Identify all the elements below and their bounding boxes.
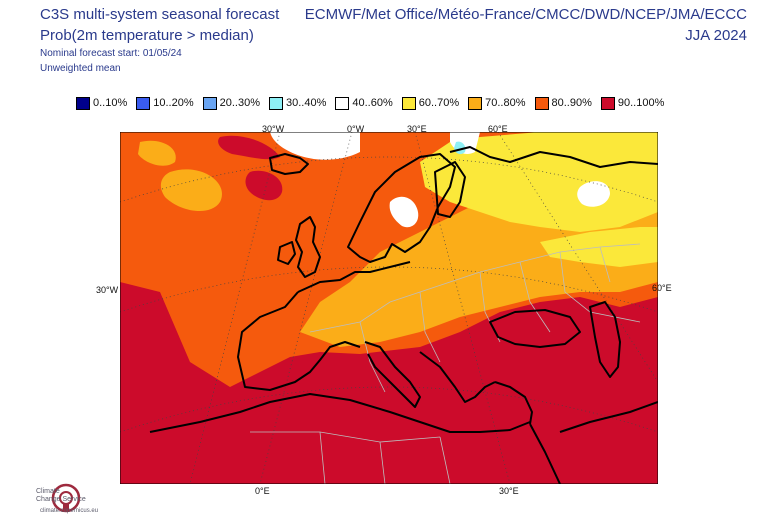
coast-redsea — [529, 423, 561, 484]
legend-swatch — [202, 96, 217, 110]
mean-type: Unweighted mean — [40, 63, 121, 74]
legend-swatch — [76, 96, 90, 110]
legend-label: 80..90% — [551, 97, 592, 109]
coast-ireland — [277, 241, 296, 265]
bottom-label-0e: 0°E — [255, 486, 270, 496]
coast-caspian — [589, 301, 621, 378]
legend-label: 0..10% — [93, 97, 128, 109]
legend-item: 60..70% — [401, 96, 460, 110]
right-label-60e: 60°E — [652, 283, 672, 293]
prob-40-60-scandinavia — [389, 196, 419, 228]
meridian-30w — [189, 132, 281, 484]
coast-britain — [295, 216, 321, 278]
logo-line-1: Climate — [36, 488, 60, 495]
legend-swatch — [269, 96, 283, 110]
legend: 0..10% 10..20% 20..30% 30..40% 40..60% 60..70… — [76, 95, 673, 111]
legend-swatch — [600, 96, 615, 110]
legend-item: 70..80% — [468, 96, 526, 110]
legend-label: 20..30% — [219, 97, 260, 109]
legend-item: 20..30% — [202, 96, 260, 110]
legend-label: 70..80% — [485, 97, 526, 109]
logo-url: climate.copernicus.eu — [40, 508, 99, 514]
legend-swatch — [401, 96, 416, 110]
legend-swatch — [468, 96, 483, 110]
coast-mainland-west — [297, 261, 411, 293]
forecast-start: Nominal forecast start: 01/05/24 — [40, 48, 182, 59]
legend-swatch — [534, 96, 549, 110]
coast-levant — [494, 381, 533, 425]
title-line-2: Prob(2m temperature > median) — [40, 27, 254, 44]
coast-iceland — [269, 153, 309, 175]
prob-40-60-urals — [577, 181, 610, 207]
coast-finland — [434, 161, 466, 218]
prob-90-100-iceland-sea — [245, 170, 283, 201]
legend-label: 60..70% — [418, 97, 460, 109]
top-label-30e: 30°E — [407, 124, 427, 134]
legend-item: 30..40% — [269, 96, 327, 110]
coast-balkans — [419, 351, 496, 403]
legend-item: 40..60% — [335, 96, 393, 110]
legend-label: 90..100% — [617, 97, 665, 109]
coast-arctic — [449, 146, 658, 168]
coast-africa — [149, 393, 531, 433]
left-label-30w: 30°W — [96, 285, 119, 295]
meridian-60e — [497, 132, 658, 383]
coast-italy — [364, 341, 421, 408]
title-line-1: C3S multi-system seasonal forecast — [40, 6, 280, 23]
prob-90-100-north — [218, 135, 280, 160]
legend-item: 90..100% — [600, 96, 665, 110]
bottom-label-30e: 30°E — [499, 486, 519, 496]
top-label-60e: 60°E — [488, 124, 508, 134]
legend-swatch — [335, 96, 350, 110]
legend-label: 30..40% — [286, 97, 327, 109]
prob-70-80-greenland — [138, 140, 176, 166]
coast-iberia — [237, 291, 361, 391]
centres-list: ECMWF/Met Office/Météo-France/CMCC/DWD/N… — [304, 6, 747, 23]
prob-60-70-north — [420, 132, 658, 232]
logo-line-2: Change Service — [36, 496, 86, 503]
legend-item: 10..20% — [136, 96, 194, 110]
top-label-0: 0°W — [347, 124, 365, 134]
legend-item: 80..90% — [534, 96, 592, 110]
legend-label: 10..20% — [153, 97, 194, 109]
borders-europe — [309, 243, 641, 333]
prob-40-60-northsea — [270, 132, 360, 160]
borders-africa — [250, 431, 451, 484]
top-label-30w: 30°W — [262, 124, 285, 134]
legend-label: 40..60% — [352, 97, 393, 109]
borders-central — [359, 261, 551, 393]
season-label: JJA 2024 — [685, 27, 747, 44]
copernicus-climate-logo — [51, 483, 81, 513]
meridian-0 — [259, 132, 353, 484]
coast-blacksea — [489, 309, 581, 348]
legend-swatch — [136, 96, 151, 110]
meridian-30e — [414, 132, 511, 484]
prob-90-100-south — [120, 282, 658, 484]
forecast-map — [120, 132, 658, 484]
prob-70-80-atlantic — [160, 169, 222, 212]
coast-arabia — [559, 401, 658, 433]
legend-item: 0..10% — [76, 96, 128, 110]
